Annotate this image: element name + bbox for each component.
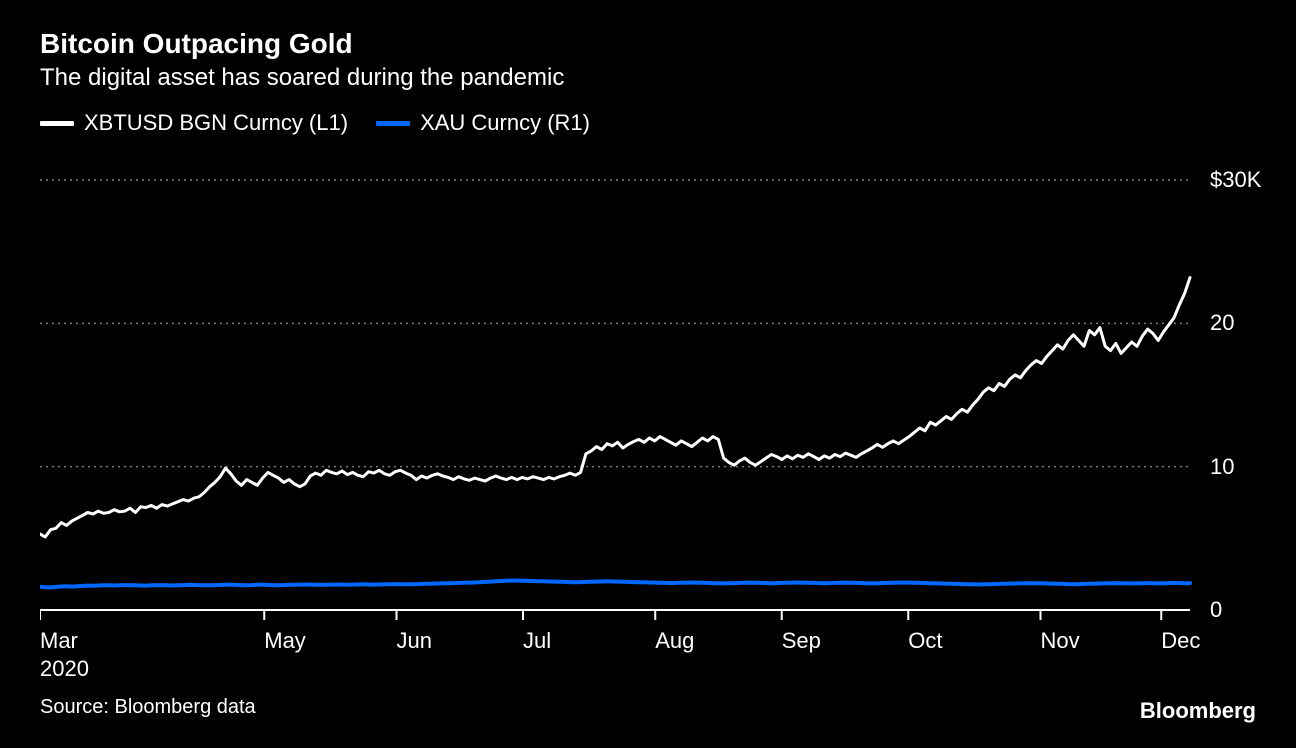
- brand-label: Bloomberg: [1140, 698, 1256, 724]
- x-axis-labels: Mar May Jun Jul Aug Sep Oct Nov Dec 2020: [40, 628, 1256, 688]
- y-tick-label: 10: [1210, 454, 1256, 480]
- legend-swatch-bitcoin: [40, 121, 74, 126]
- x-tick-label: Aug: [655, 628, 694, 654]
- y-tick-label: 0: [1210, 597, 1256, 623]
- chart-title: Bitcoin Outpacing Gold: [40, 28, 1256, 60]
- legend-label-bitcoin: XBTUSD BGN Curncy (L1): [84, 110, 348, 136]
- x-tick-label: Oct: [908, 628, 942, 654]
- legend-item-bitcoin: XBTUSD BGN Curncy (L1): [40, 110, 348, 136]
- y-tick-label: $30K: [1210, 167, 1256, 193]
- chart-svg: [40, 150, 1256, 620]
- x-tick-label: Jun: [397, 628, 432, 654]
- x-tick-label: Dec: [1161, 628, 1200, 654]
- x-year-label: 2020: [40, 656, 89, 682]
- x-tick-label: May: [264, 628, 306, 654]
- legend-item-gold: XAU Curncy (R1): [376, 110, 590, 136]
- y-tick-label: 20: [1210, 310, 1256, 336]
- x-tick-label: Jul: [523, 628, 551, 654]
- chart-subtitle: The digital asset has soared during the …: [40, 64, 1256, 92]
- x-tick-label: Mar: [40, 628, 78, 654]
- legend-label-gold: XAU Curncy (R1): [420, 110, 590, 136]
- x-tick-label: Sep: [782, 628, 821, 654]
- plot-area: $30K 20 10 0: [40, 150, 1256, 620]
- chart-legend: XBTUSD BGN Curncy (L1) XAU Curncy (R1): [40, 110, 1256, 136]
- source-text: Source: Bloomberg data: [40, 696, 1256, 719]
- x-tick-label: Nov: [1041, 628, 1080, 654]
- legend-swatch-gold: [376, 121, 410, 126]
